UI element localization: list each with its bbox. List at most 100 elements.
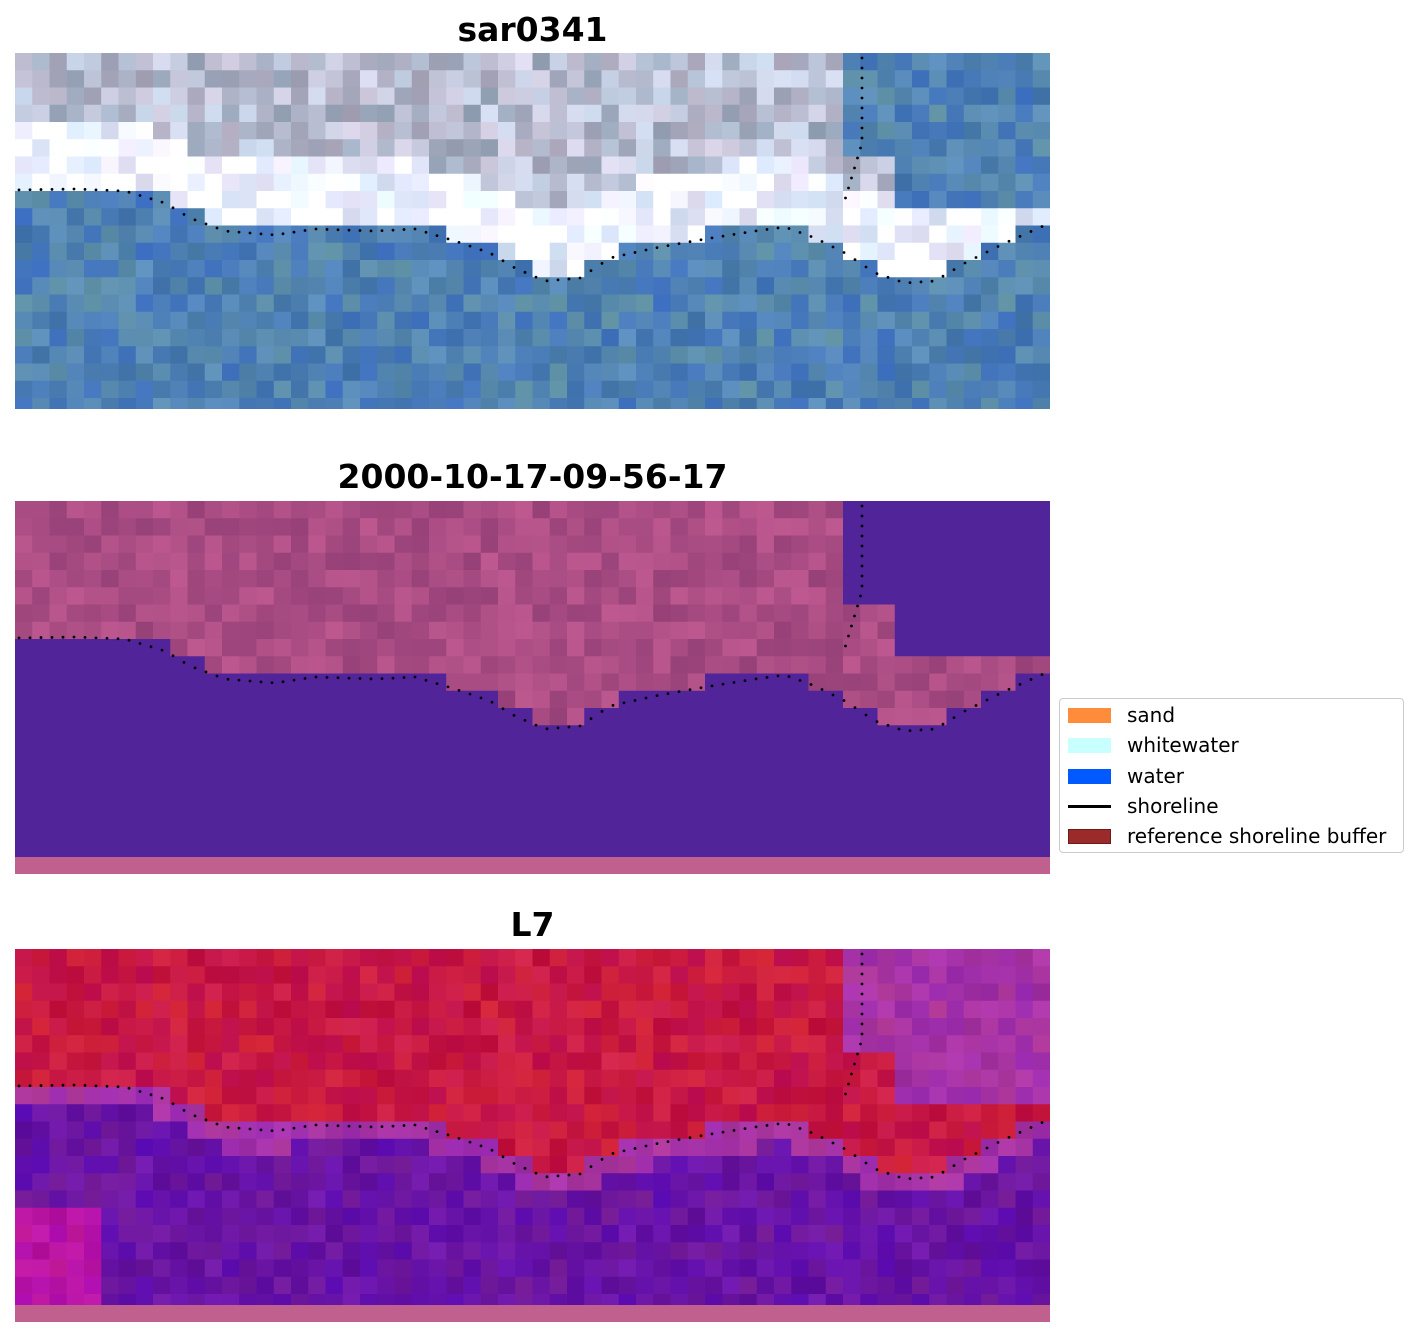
image-pixel — [877, 104, 896, 123]
image-pixel — [843, 122, 861, 140]
image-pixel — [342, 173, 361, 192]
image-pixel — [84, 225, 102, 244]
image-pixel — [118, 742, 137, 761]
image-pixel — [101, 1259, 120, 1278]
image-pixel — [204, 587, 223, 606]
shoreline-point — [864, 713, 868, 717]
image-pixel — [101, 104, 120, 123]
image-pixel — [808, 156, 827, 175]
image-pixel — [601, 587, 620, 606]
image-pixel — [429, 639, 447, 657]
image-pixel — [894, 1018, 913, 1036]
shoreline-point — [860, 504, 864, 508]
image-pixel — [825, 1225, 844, 1243]
image-pixel — [118, 725, 137, 744]
image-pixel — [843, 398, 861, 409]
shoreline-point — [941, 274, 945, 278]
image-pixel — [118, 1069, 137, 1088]
image-pixel — [705, 1156, 723, 1174]
image-pixel — [291, 690, 309, 709]
image-pixel — [825, 104, 844, 123]
image-pixel — [273, 1207, 292, 1226]
image-pixel — [705, 1121, 723, 1140]
image-pixel — [291, 794, 309, 813]
image-pixel — [446, 535, 465, 554]
image-pixel — [170, 173, 189, 192]
shoreline-point — [435, 682, 439, 685]
image-pixel — [256, 242, 275, 261]
image-pixel — [135, 70, 154, 89]
shoreline-point — [160, 648, 164, 652]
image-pixel — [636, 1069, 654, 1088]
image-pixel — [463, 966, 482, 985]
image-pixel — [66, 1121, 85, 1140]
image-pixel — [101, 621, 120, 640]
image-pixel — [15, 535, 33, 554]
image-pixel — [342, 363, 361, 382]
image-pixel — [636, 277, 654, 296]
shoreline-point — [1007, 239, 1011, 243]
image-pixel — [929, 1035, 948, 1054]
image-pixel — [636, 398, 654, 409]
image-pixel — [204, 173, 223, 192]
image-pixel — [756, 570, 775, 588]
image-pixel — [825, 139, 844, 158]
image-pixel — [877, 777, 896, 795]
image-pixel — [670, 1035, 689, 1054]
image-pixel — [636, 742, 654, 761]
image-pixel — [101, 1121, 120, 1140]
image-pixel — [1032, 380, 1050, 399]
image-pixel — [15, 1259, 33, 1278]
shoreline-point — [996, 245, 1000, 248]
image-pixel — [273, 1156, 292, 1174]
image-pixel — [532, 518, 551, 537]
image-pixel — [860, 1035, 879, 1054]
image-pixel — [273, 1138, 292, 1157]
image-pixel — [636, 1156, 654, 1174]
image-pixel — [739, 639, 758, 657]
image-pixel — [843, 777, 861, 795]
image-pixel — [739, 225, 758, 244]
shoreline-point — [847, 186, 850, 190]
image-pixel — [963, 104, 982, 123]
image-pixel — [549, 1035, 568, 1054]
image-pixel — [187, 104, 206, 123]
image-pixel — [394, 311, 413, 330]
image-pixel — [808, 242, 827, 261]
image-pixel — [722, 828, 741, 847]
image-pixel — [446, 1087, 465, 1105]
image-pixel — [774, 380, 792, 399]
image-pixel — [601, 742, 620, 761]
image-pixel — [446, 277, 465, 296]
image-pixel — [66, 329, 85, 347]
image-pixel — [222, 1207, 240, 1226]
image-pixel — [705, 1087, 723, 1105]
image-pixel — [360, 225, 378, 244]
image-pixel — [653, 1069, 672, 1088]
image-pixel — [739, 1276, 758, 1295]
shoreline-point — [237, 678, 241, 682]
image-pixel — [687, 294, 706, 313]
image-pixel — [118, 260, 137, 278]
image-pixel — [636, 53, 654, 71]
image-pixel — [170, 1069, 189, 1088]
image-pixel — [756, 277, 775, 296]
image-pixel — [291, 53, 309, 71]
image-pixel — [584, 794, 603, 813]
image-pixel — [411, 690, 430, 709]
image-pixel — [963, 363, 982, 382]
image-pixel — [101, 501, 120, 519]
image-pixel — [377, 811, 396, 830]
image-pixel — [204, 122, 223, 140]
image-pixel — [118, 673, 137, 692]
shoreline-point — [860, 992, 864, 996]
image-pixel — [204, 1156, 223, 1174]
image-pixel — [256, 156, 275, 175]
image-pixel — [756, 139, 775, 158]
image-pixel — [15, 742, 33, 761]
image-pixel — [360, 1156, 378, 1174]
image-pixel — [894, 656, 913, 675]
image-pixel — [360, 639, 378, 657]
image-pixel — [808, 811, 827, 830]
image-pixel — [394, 725, 413, 744]
